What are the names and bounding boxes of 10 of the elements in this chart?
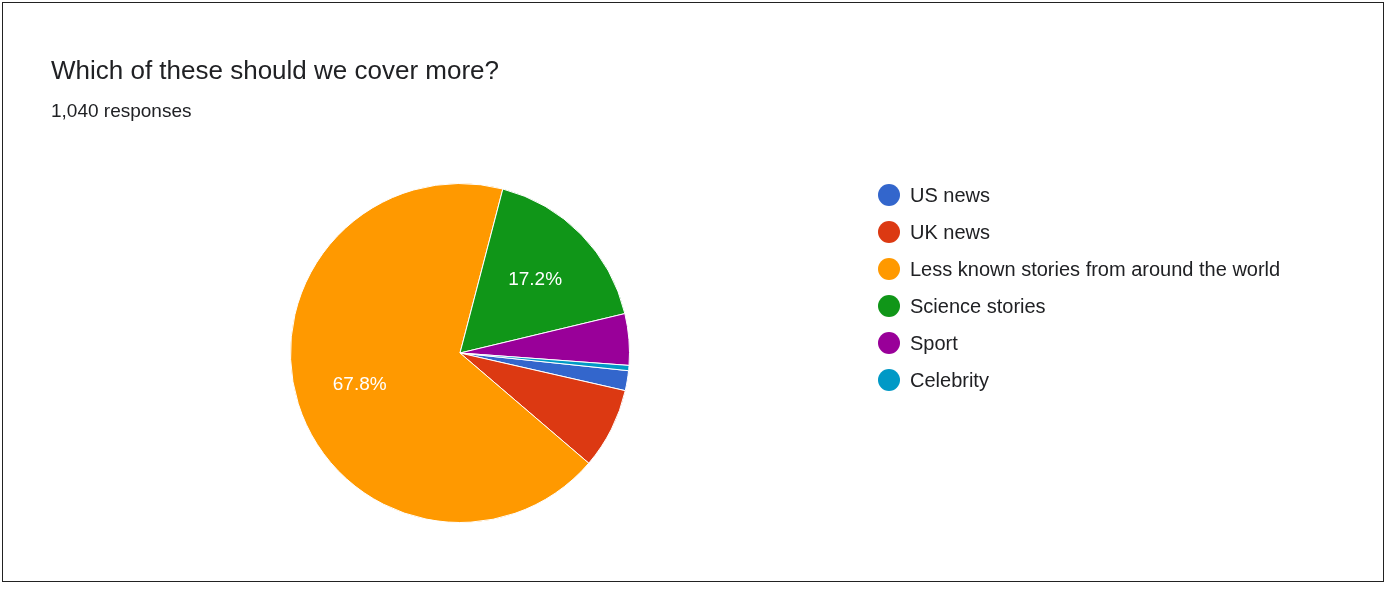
chart-title: Which of these should we cover more? [51,55,499,86]
legend-label: Celebrity [910,368,989,393]
legend-label: Science stories [910,294,1046,319]
text: 1,040 responses [51,100,192,122]
legend-label: Sport [910,331,958,356]
legend-label: Less known stories from around the world [910,257,1281,282]
legend-label: US news [910,183,991,208]
data-label: 17.2% [508,267,563,289]
legend-label: UK news [910,220,991,245]
data-label: 67.8% [332,372,387,394]
